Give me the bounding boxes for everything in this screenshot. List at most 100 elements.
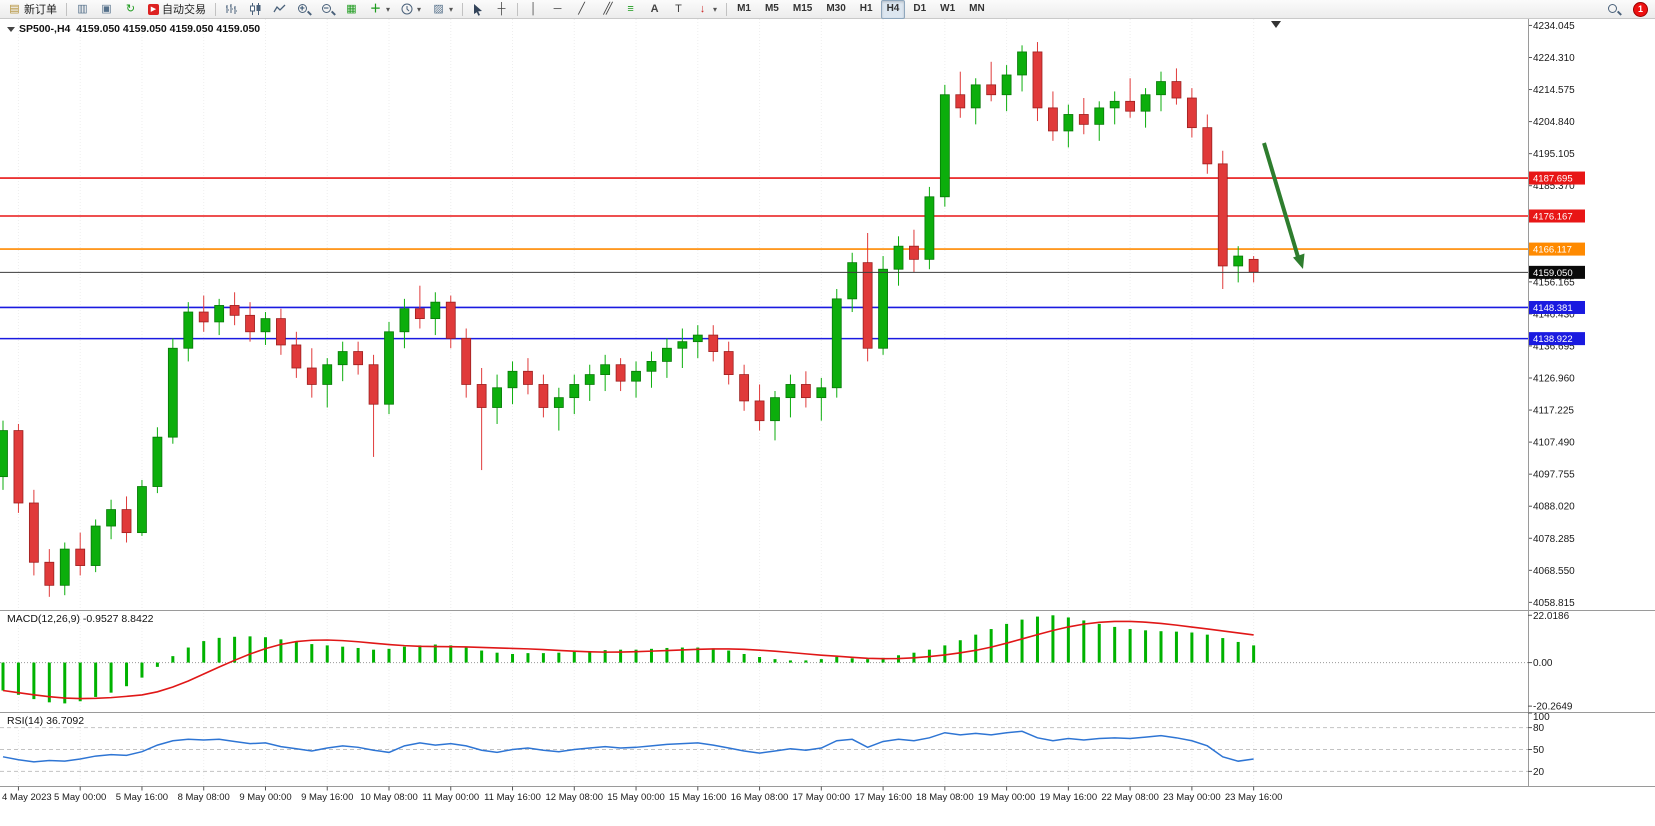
timeframe-M1[interactable]: M1 bbox=[737, 2, 751, 14]
cursor-icon bbox=[474, 3, 483, 16]
auto-trading-label: 自动交易 bbox=[162, 4, 206, 16]
horizontal-line-icon: ─ bbox=[553, 2, 562, 15]
templates-button[interactable]: ▨ ▾ bbox=[427, 1, 458, 18]
chart-title: SP500-,H4 4159.050 4159.050 4159.050 415… bbox=[7, 23, 260, 35]
trendline-button[interactable]: ╱ bbox=[570, 1, 593, 18]
svg-text:4148.381: 4148.381 bbox=[1533, 303, 1573, 314]
time-axis[interactable]: 4 May 2023 5 May 00:00 5 May 16:00 8 May 08… bbox=[2, 786, 1283, 804]
arrows-button[interactable]: ↓ ▾ bbox=[691, 1, 722, 18]
svg-text:4224.310: 4224.310 bbox=[1533, 53, 1575, 64]
candles bbox=[0, 42, 1259, 597]
new-order-label: 新订单 bbox=[24, 4, 57, 16]
tile-windows-button[interactable]: ▦ bbox=[340, 1, 363, 18]
zoom-in-button[interactable]: + bbox=[292, 1, 315, 18]
data-window-button[interactable]: ▣ bbox=[95, 1, 118, 18]
svg-text:4117.225: 4117.225 bbox=[1533, 406, 1574, 417]
toolbar-right: 1 bbox=[1602, 1, 1652, 18]
svg-text:4187.695: 4187.695 bbox=[1533, 174, 1573, 185]
auto-trading-button[interactable]: ▶ 自动交易 bbox=[143, 1, 211, 18]
new-order-icon: ▤ bbox=[9, 2, 20, 15]
notification-badge[interactable]: 1 bbox=[1633, 1, 1648, 17]
svg-text:4214.575: 4214.575 bbox=[1533, 85, 1575, 96]
refresh-button[interactable]: ↻ bbox=[119, 1, 142, 18]
new-order-button[interactable]: ▤ 新订单 bbox=[3, 1, 62, 18]
chart-menu-caret[interactable] bbox=[7, 26, 15, 32]
horizontal-lines[interactable] bbox=[0, 177, 1528, 340]
svg-text:4107.490: 4107.490 bbox=[1533, 438, 1575, 449]
search-button[interactable] bbox=[1602, 1, 1625, 18]
down-arrow-annotation[interactable] bbox=[1262, 142, 1305, 269]
text-icon: A bbox=[650, 2, 659, 15]
cursor-button[interactable] bbox=[467, 1, 489, 18]
svg-text:4166.117: 4166.117 bbox=[1533, 245, 1572, 256]
separator bbox=[66, 2, 67, 16]
macd-panel: 22.0186 0.00 -20.2649 bbox=[0, 611, 1573, 713]
time-label: 11 May 16:00 bbox=[484, 792, 541, 803]
bar-chart-button[interactable] bbox=[220, 1, 243, 18]
time-label: 16 May 08:00 bbox=[731, 792, 789, 803]
price-axis[interactable]: 4234.045 4224.310 4214.575 4204.840 4195.105… bbox=[1528, 21, 1575, 609]
equidistant-channel-icon: ╱╱ bbox=[603, 2, 612, 15]
chart-shift-marker[interactable] bbox=[1271, 21, 1281, 28]
rsi-indicator-label: RSI(14) 36.7092 bbox=[7, 715, 84, 727]
label-button[interactable]: T bbox=[667, 1, 690, 18]
indicators-button[interactable]: ＋ ▾ bbox=[364, 1, 395, 18]
time-label: 5 May 16:00 bbox=[116, 792, 168, 803]
time-label: 11 May 00:00 bbox=[422, 792, 479, 803]
svg-text:4159.050: 4159.050 bbox=[1533, 268, 1573, 279]
svg-text:-20.2649: -20.2649 bbox=[1533, 702, 1573, 713]
svg-text:4138.922: 4138.922 bbox=[1533, 334, 1573, 345]
macd-indicator-label: MACD(12,26,9) -0.9527 8.8422 bbox=[7, 613, 154, 625]
time-label: 9 May 16:00 bbox=[301, 792, 353, 803]
svg-text:4234.045: 4234.045 bbox=[1533, 21, 1575, 32]
svg-text:0.00: 0.00 bbox=[1533, 658, 1553, 669]
crosshair-button[interactable]: ┼ bbox=[490, 1, 513, 18]
timeframe-M15[interactable]: M15 bbox=[792, 2, 813, 14]
timeframe-M5[interactable]: M5 bbox=[764, 2, 779, 14]
separator bbox=[215, 2, 216, 16]
trendline-icon: ╱ bbox=[578, 2, 585, 15]
timeframe-M30[interactable]: M30 bbox=[826, 2, 846, 14]
fibonacci-button[interactable]: ≡ bbox=[619, 1, 642, 18]
chevron-down-icon: ▾ bbox=[449, 4, 454, 14]
rsi-name: RSI(14) bbox=[7, 715, 44, 727]
zoom-out-button[interactable]: − bbox=[316, 1, 339, 18]
horizontal-line-button[interactable]: ─ bbox=[546, 1, 569, 18]
chart-area[interactable]: 4234.045 4224.310 4214.575 4204.840 4195.105… bbox=[0, 19, 1655, 826]
candlestick-button[interactable] bbox=[244, 1, 267, 18]
chevron-down-icon: ▾ bbox=[386, 4, 391, 14]
svg-text:4185.370: 4185.370 bbox=[1533, 181, 1575, 192]
text-button[interactable]: A bbox=[643, 1, 666, 18]
time-label: 18 May 08:00 bbox=[916, 792, 974, 803]
time-label: 23 May 16:00 bbox=[1225, 792, 1283, 803]
svg-text:4136.695: 4136.695 bbox=[1533, 341, 1575, 352]
template-icon: ▨ bbox=[433, 2, 444, 15]
time-label: 15 May 00:00 bbox=[607, 792, 665, 803]
macd-values: -0.9527 8.8422 bbox=[82, 613, 154, 625]
zoom-out-icon: − bbox=[321, 3, 334, 16]
profiles-button[interactable]: ▥ bbox=[71, 1, 94, 18]
line-chart-button[interactable] bbox=[268, 1, 291, 18]
time-label: 8 May 08:00 bbox=[178, 792, 230, 803]
vertical-line-icon: │ bbox=[530, 2, 537, 15]
separator bbox=[517, 2, 519, 16]
macd-signal-line bbox=[2, 620, 1254, 700]
timeframe-W1[interactable]: W1 bbox=[940, 2, 956, 14]
clock-icon bbox=[401, 3, 413, 15]
svg-text:4078.285: 4078.285 bbox=[1533, 534, 1575, 545]
auto-trading-icon: ▶ bbox=[148, 3, 159, 15]
timeframe-D1[interactable]: D1 bbox=[913, 2, 927, 14]
periods-button[interactable]: ▾ bbox=[396, 1, 426, 18]
tile-windows-icon: ▦ bbox=[346, 2, 357, 15]
channel-button[interactable]: ╱╱ bbox=[594, 1, 618, 18]
timeframe-H4[interactable]: H4 bbox=[880, 0, 906, 19]
timeframe-H1[interactable]: H1 bbox=[859, 2, 873, 14]
time-label: 15 May 16:00 bbox=[669, 792, 727, 803]
timeframe-MN[interactable]: MN bbox=[969, 2, 985, 14]
crosshair-icon: ┼ bbox=[497, 2, 506, 15]
ohlc-readout: 4159.050 4159.050 4159.050 4159.050 bbox=[76, 23, 261, 35]
rsi-value: 36.7092 bbox=[46, 715, 85, 727]
vertical-line-button[interactable]: │ bbox=[522, 1, 545, 18]
time-label: 23 May 00:00 bbox=[1163, 792, 1221, 803]
